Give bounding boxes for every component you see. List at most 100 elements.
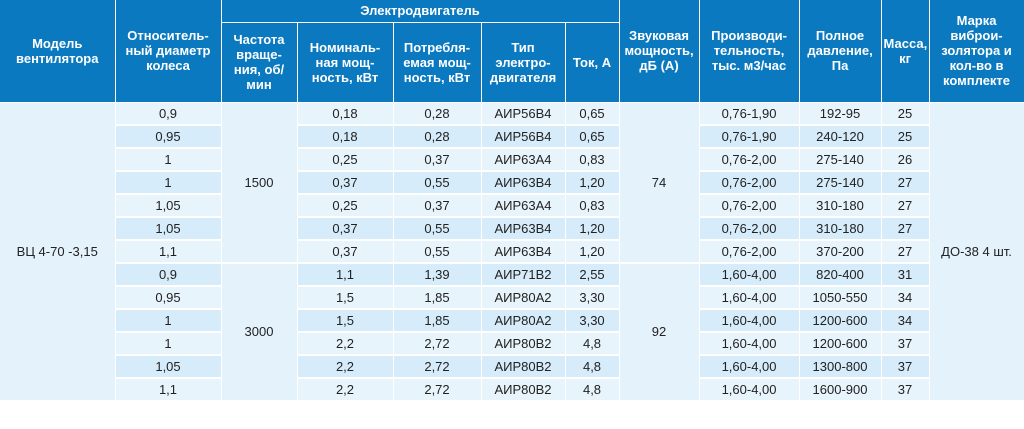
table-row: 1,1 0,37 0,55 АИР63В4 1,20 0,76-2,00 370-200 27 (0, 239, 1024, 264)
motor-type-cell: АИР63В4 (481, 216, 566, 241)
header-model: Модель вентилятора (0, 0, 116, 103)
diameter-cell: 0,95 (115, 285, 222, 310)
capacity-cell: 0,76-2,00 (699, 147, 800, 172)
pressure-cell: 240-120 (799, 124, 882, 149)
nominal-power-cell: 1,5 (297, 308, 394, 333)
mass-cell: 26 (881, 147, 930, 172)
sound-cell: 92 (619, 262, 700, 402)
diameter-cell: 0,9 (115, 262, 222, 287)
mass-cell: 37 (881, 331, 930, 356)
mass-cell: 25 (881, 102, 930, 126)
diameter-cell: 1,1 (115, 239, 222, 264)
consumed-power-cell: 1,85 (393, 308, 482, 333)
diameter-cell: 1,05 (115, 216, 222, 241)
current-cell: 3,30 (565, 285, 620, 310)
capacity-cell: 0,76-2,00 (699, 239, 800, 264)
consumed-power-cell: 1,39 (393, 262, 482, 287)
consumed-power-cell: 0,37 (393, 193, 482, 218)
table-row: 1,1 2,2 2,72 АИР80В2 4,8 1,60-4,00 1600-900 37 (0, 377, 1024, 402)
consumed-power-cell: 1,85 (393, 285, 482, 310)
table-row: ВЦ 4-70 -3,15 0,9 1500 0,18 0,28 АИР56В4 0,65 7… (0, 102, 1024, 402)
nominal-power-cell: 1,5 (297, 285, 394, 310)
capacity-cell: 1,60-4,00 (699, 262, 800, 287)
nominal-power-cell: 0,25 (297, 147, 394, 172)
diameter-cell: 1,05 (115, 354, 222, 379)
consumed-power-cell: 2,72 (393, 377, 482, 402)
motor-type-cell: АИР56В4 (481, 124, 566, 149)
current-cell: 0,65 (565, 102, 620, 126)
motor-type-cell: АИР56В4 (481, 102, 566, 126)
pressure-cell: 1300-800 (799, 354, 882, 379)
header-diameter: Относитель-ный диаметр колеса (115, 0, 222, 103)
table-body: ВЦ 4-70 -3,15 0,9 1500 0,18 0,28 АИР56В4 0,65 7… (0, 102, 1024, 402)
consumed-power-cell: 2,72 (393, 331, 482, 356)
current-cell: 0,83 (565, 147, 620, 172)
mass-cell: 37 (881, 377, 930, 402)
sound-cell: 74 (619, 102, 700, 264)
mass-cell: 27 (881, 193, 930, 218)
header-speed: Частота враще-ния, об/мин (221, 22, 298, 103)
motor-type-cell: АИР71В2 (481, 262, 566, 287)
motor-type-cell: АИР63В4 (481, 170, 566, 195)
capacity-cell: 1,60-4,00 (699, 285, 800, 310)
header-nominal-power: Номиналь-ная мощ-ность, кВт (297, 22, 394, 103)
fan-spec-table: Модель вентилятора Относитель-ный диамет… (0, 0, 1024, 402)
table-row: 1 0,25 0,37 АИР63А4 0,83 0,76-2,00 275-140 26 (0, 147, 1024, 172)
current-cell: 0,65 (565, 124, 620, 149)
current-cell: 4,8 (565, 377, 620, 402)
capacity-cell: 0,76-2,00 (699, 170, 800, 195)
motor-type-cell: АИР80А2 (481, 285, 566, 310)
table-row: 0,95 1,5 1,85 АИР80А2 3,30 1,60-4,00 1050-550 3… (0, 285, 1024, 310)
nominal-power-cell: 2,2 (297, 377, 394, 402)
mass-cell: 27 (881, 216, 930, 241)
capacity-cell: 1,60-4,00 (699, 377, 800, 402)
consumed-power-cell: 0,28 (393, 102, 482, 126)
nominal-power-cell: 2,2 (297, 331, 394, 356)
consumed-power-cell: 2,72 (393, 354, 482, 379)
consumed-power-cell: 0,28 (393, 124, 482, 149)
speed-cell: 3000 (221, 262, 298, 402)
consumed-power-cell: 0,55 (393, 216, 482, 241)
pressure-cell: 275-140 (799, 147, 882, 172)
speed-cell: 1500 (221, 102, 298, 264)
mass-cell: 31 (881, 262, 930, 287)
table-row: 1 1,5 1,85 АИР80А2 3,30 1,60-4,00 1200-600 34 (0, 308, 1024, 333)
table-row: 1 2,2 2,72 АИР80В2 4,8 1,60-4,00 1200-600 37 (0, 331, 1024, 356)
capacity-cell: 0,76-2,00 (699, 216, 800, 241)
capacity-cell: 0,76-1,90 (699, 102, 800, 126)
consumed-power-cell: 0,55 (393, 239, 482, 264)
current-cell: 0,83 (565, 193, 620, 218)
current-cell: 2,55 (565, 262, 620, 287)
header-sound: Звуковая мощность, дБ (А) (619, 0, 700, 103)
motor-type-cell: АИР63А4 (481, 193, 566, 218)
model-cell: ВЦ 4-70 -3,15 (0, 102, 116, 402)
diameter-cell: 1,05 (115, 193, 222, 218)
diameter-cell: 1 (115, 147, 222, 172)
nominal-power-cell: 0,25 (297, 193, 394, 218)
current-cell: 3,30 (565, 308, 620, 333)
consumed-power-cell: 0,37 (393, 147, 482, 172)
pressure-cell: 1200-600 (799, 308, 882, 333)
motor-type-cell: АИР80В2 (481, 331, 566, 356)
nominal-power-cell: 2,2 (297, 354, 394, 379)
consumed-power-cell: 0,55 (393, 170, 482, 195)
capacity-cell: 1,60-4,00 (699, 308, 800, 333)
header-isolator: Марка виброи-золятора и кол-во в комплек… (929, 0, 1024, 103)
capacity-cell: 0,76-1,90 (699, 124, 800, 149)
motor-type-cell: АИР63В4 (481, 239, 566, 264)
nominal-power-cell: 0,18 (297, 102, 394, 126)
pressure-cell: 1050-550 (799, 285, 882, 310)
isolator-cell: ДО-38 4 шт. (929, 102, 1024, 402)
capacity-cell: 0,76-2,00 (699, 193, 800, 218)
table-row: 1,05 2,2 2,72 АИР80В2 4,8 1,60-4,00 1300-800 37 (0, 354, 1024, 379)
current-cell: 1,20 (565, 239, 620, 264)
current-cell: 1,20 (565, 170, 620, 195)
mass-cell: 25 (881, 124, 930, 149)
nominal-power-cell: 0,37 (297, 170, 394, 195)
current-cell: 1,20 (565, 216, 620, 241)
nominal-power-cell: 1,1 (297, 262, 394, 287)
diameter-cell: 0,9 (115, 102, 222, 126)
capacity-cell: 1,60-4,00 (699, 331, 800, 356)
header-motor-type: Тип электро-двигателя (481, 22, 566, 103)
pressure-cell: 1200-600 (799, 331, 882, 356)
